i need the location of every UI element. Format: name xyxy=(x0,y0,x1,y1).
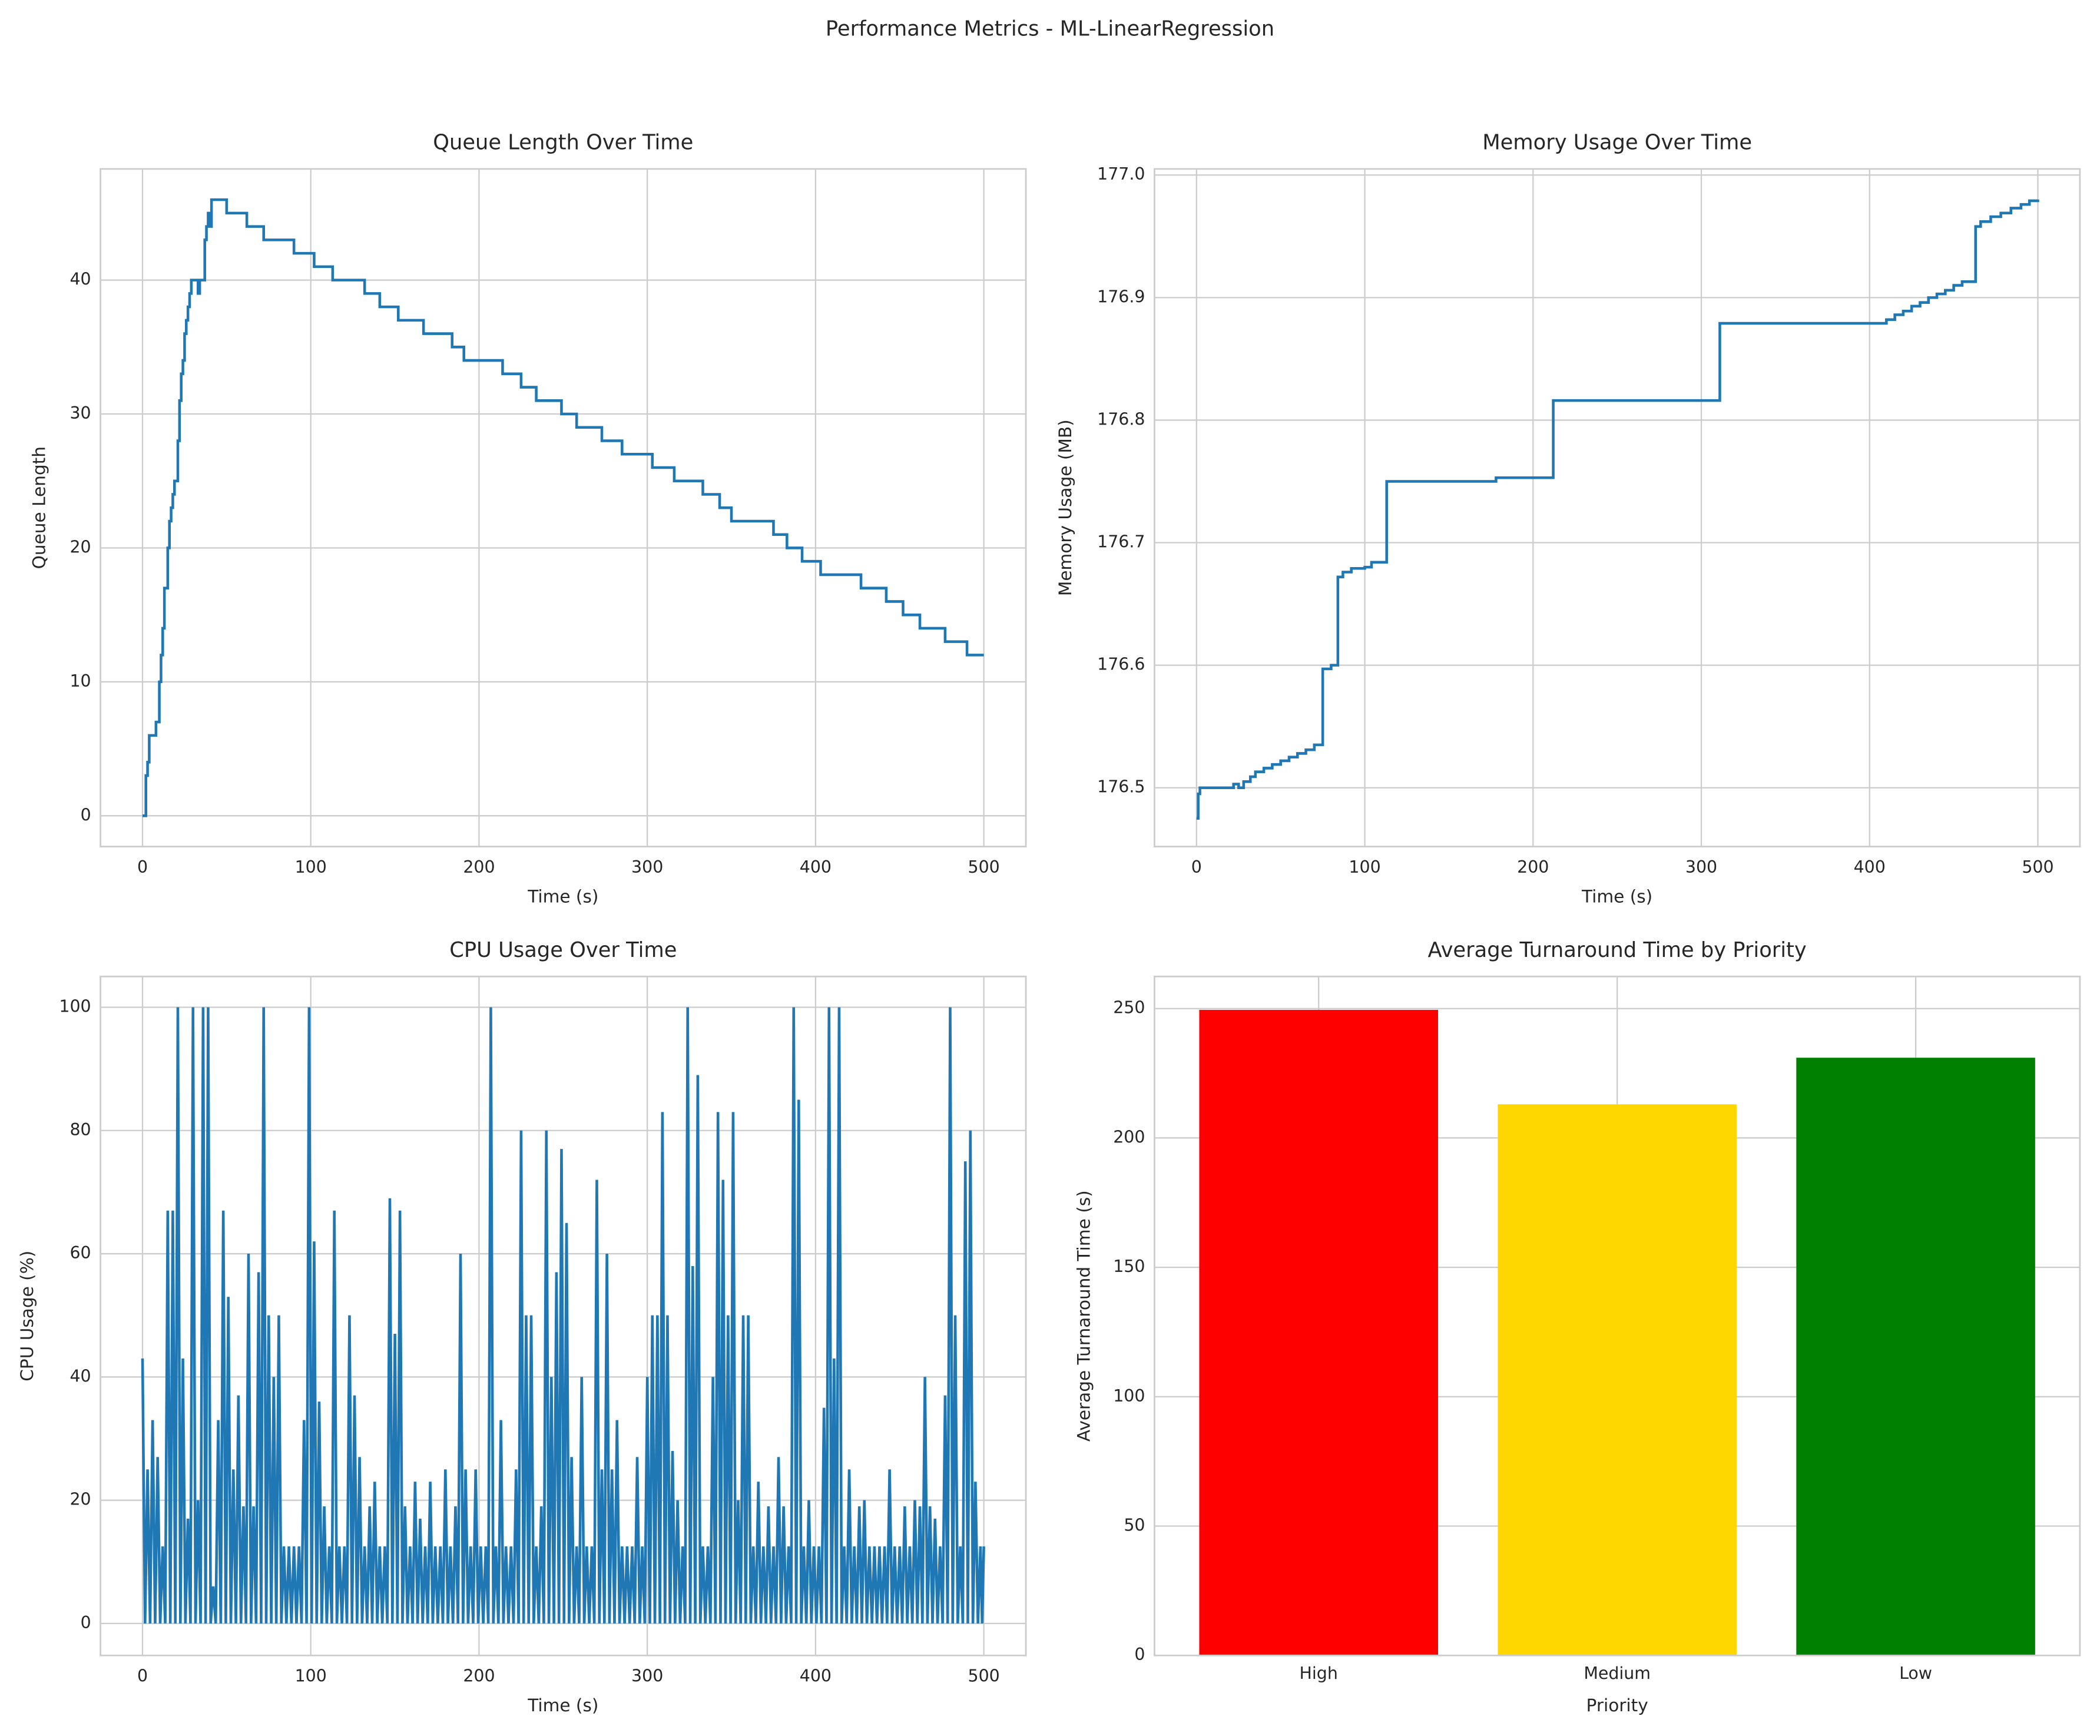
y-tick-label: 100 xyxy=(1113,1386,1145,1406)
y-tick-label: 80 xyxy=(69,1120,91,1139)
y-tick-label: 177.0 xyxy=(1097,164,1145,184)
y-tick-label: 40 xyxy=(69,1366,91,1386)
y-tick-label: 176.5 xyxy=(1097,777,1145,797)
x-tick-label: 400 xyxy=(1854,857,1886,877)
y-tick-label: 176.6 xyxy=(1097,655,1145,674)
y-tick-label: 0 xyxy=(81,1613,91,1632)
x-axis-label: Time (s) xyxy=(1581,887,1652,907)
x-tick-label: 0 xyxy=(137,1667,148,1686)
data-line xyxy=(142,198,984,817)
y-tick-label: 200 xyxy=(1113,1127,1145,1147)
y-tick-label: 10 xyxy=(69,671,91,691)
y-tick-label: 250 xyxy=(1113,998,1145,1018)
y-axis-label: Average Turnaround Time (s) xyxy=(1074,1190,1094,1442)
figure-title: Performance Metrics - ML-LinearRegressio… xyxy=(826,16,1274,41)
y-tick-label: 150 xyxy=(1113,1257,1145,1276)
y-tick-label: 60 xyxy=(69,1243,91,1263)
x-tick-label: 300 xyxy=(631,857,663,877)
axes-title: Average Turnaround Time by Priority xyxy=(1428,938,1807,962)
x-tick-label: 400 xyxy=(800,1667,832,1686)
axes-title: Queue Length Over Time xyxy=(433,131,693,155)
x-tick-label: 100 xyxy=(1349,857,1380,877)
y-tick-label: 176.9 xyxy=(1097,287,1145,306)
y-tick-label: 30 xyxy=(69,403,91,423)
axes-frame xyxy=(100,168,1027,847)
x-tick-label: 300 xyxy=(631,1667,663,1686)
x-axis-label: Priority xyxy=(1586,1695,1648,1715)
x-tick-label: 100 xyxy=(295,857,327,877)
y-tick-label: 40 xyxy=(69,270,91,289)
x-tick-label: 200 xyxy=(463,1667,495,1686)
x-tick-label: 500 xyxy=(968,1667,1000,1686)
y-axis-label: CPU Usage (%) xyxy=(17,1251,37,1381)
bar xyxy=(1498,1104,1737,1656)
axes-title: Memory Usage Over Time xyxy=(1482,131,1752,155)
y-tick-label: 176.7 xyxy=(1097,532,1145,552)
x-tick-label: 500 xyxy=(968,857,1000,877)
y-axis-label: Queue Length xyxy=(29,446,49,569)
x-tick-label: 100 xyxy=(295,1667,327,1686)
data-line xyxy=(1196,199,2039,820)
y-tick-label: 0 xyxy=(81,805,91,824)
x-tick-label: Low xyxy=(1899,1664,1932,1683)
x-tick-label: 500 xyxy=(2022,857,2053,877)
x-tick-label: High xyxy=(1300,1664,1338,1683)
x-tick-label: 0 xyxy=(137,857,148,877)
x-axis-label: Time (s) xyxy=(527,887,598,907)
y-tick-label: 50 xyxy=(1124,1516,1145,1535)
y-tick-label: 176.8 xyxy=(1097,409,1145,429)
x-tick-label: 400 xyxy=(800,857,832,877)
x-tick-label: 200 xyxy=(1517,857,1549,877)
x-tick-label: 0 xyxy=(1191,857,1202,877)
axes-frame xyxy=(1154,168,2081,847)
x-tick-label: 200 xyxy=(463,857,495,877)
axes-frame xyxy=(1154,975,2081,1657)
bar xyxy=(1796,1058,2035,1656)
y-axis-label: Memory Usage (MB) xyxy=(1055,419,1075,596)
y-tick-label: 100 xyxy=(59,997,91,1016)
y-tick-label: 0 xyxy=(1134,1645,1145,1664)
y-tick-label: 20 xyxy=(69,537,91,556)
x-tick-label: 300 xyxy=(1685,857,1717,877)
x-axis-label: Time (s) xyxy=(527,1695,598,1715)
x-tick-label: Medium xyxy=(1584,1664,1651,1683)
axes-frame xyxy=(100,975,1027,1657)
bar xyxy=(1199,1009,1438,1656)
axes-title: CPU Usage Over Time xyxy=(449,938,677,962)
y-tick-label: 20 xyxy=(69,1490,91,1509)
